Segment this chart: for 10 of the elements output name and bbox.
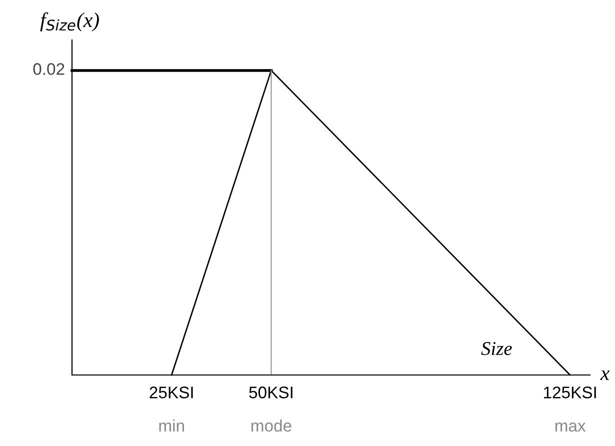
x-axis-title: x xyxy=(600,370,610,380)
annotation: Size xyxy=(481,342,512,356)
x-tick-label: 50KSI xyxy=(249,386,292,398)
annotation: 0.02 xyxy=(33,63,64,75)
y-axis-title: f$_{Size}$(x) xyxy=(40,12,99,32)
annotation: mode xyxy=(251,419,292,432)
annotation: max xyxy=(555,422,586,432)
annotation: min xyxy=(159,419,184,432)
x-tick-label: 125KSI xyxy=(544,386,596,398)
x-tick-label: 25KSI xyxy=(150,386,193,398)
